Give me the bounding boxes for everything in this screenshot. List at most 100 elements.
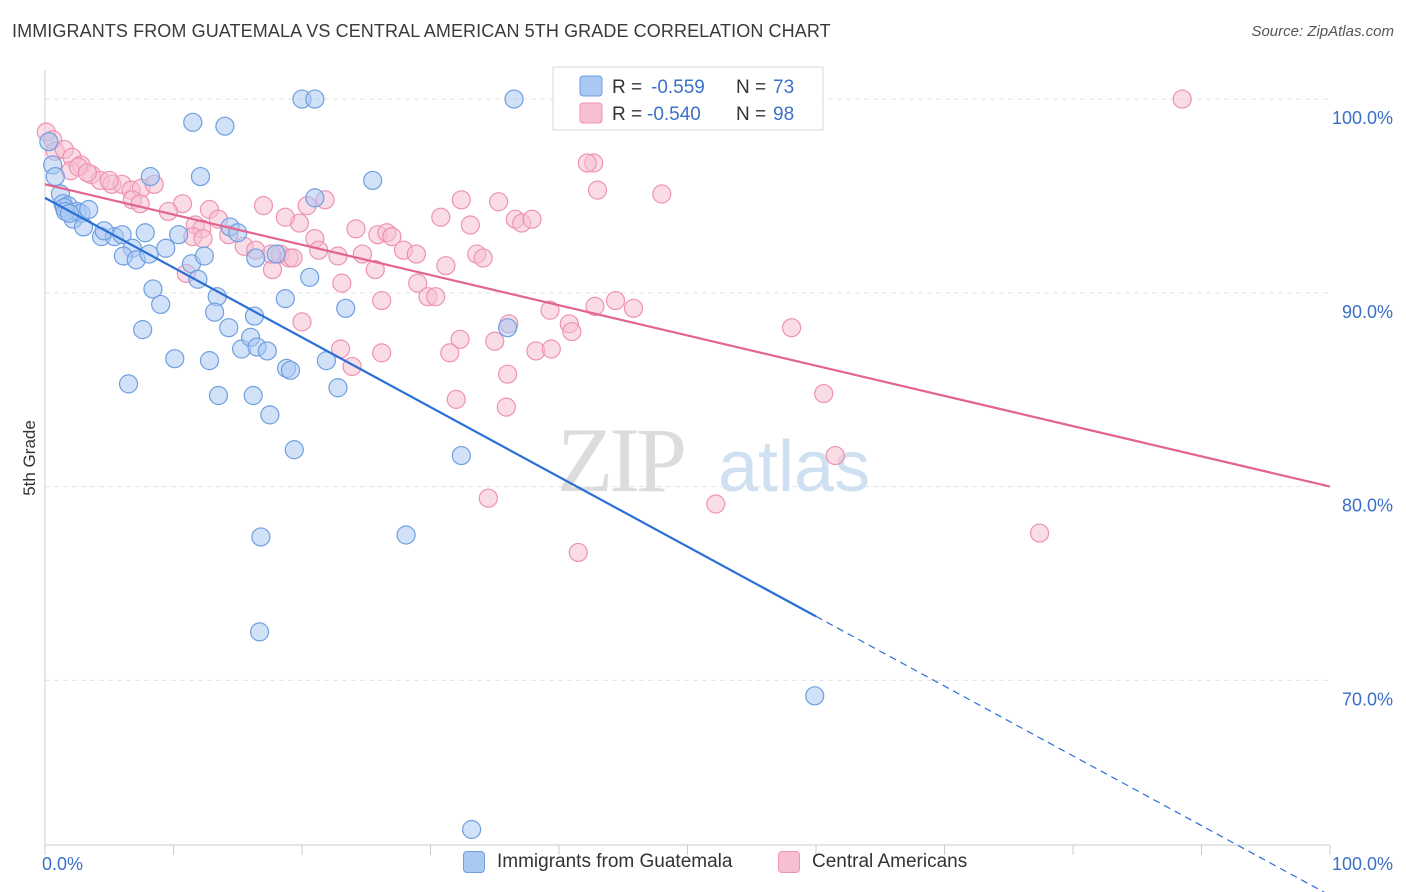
point-pink-40 xyxy=(332,273,352,293)
point-blue-72 xyxy=(363,170,383,191)
point-pink-73 xyxy=(541,339,561,359)
point-pink-60 xyxy=(522,209,542,229)
trend-line-extension-blue xyxy=(815,615,1326,892)
point-pink-80 xyxy=(446,389,466,409)
point-pink-66 xyxy=(605,290,626,311)
y-tick-label-0: 100.0% xyxy=(1332,108,1393,128)
point-blue-28 xyxy=(266,244,286,264)
point-pink-49 xyxy=(408,273,428,293)
point-blue-54 xyxy=(284,440,304,460)
point-pink-41 xyxy=(346,219,366,239)
legend-n-value-blue: 73 xyxy=(773,77,794,98)
point-pink-53 xyxy=(451,190,471,210)
point-blue-71 xyxy=(305,188,325,208)
point-blue-29 xyxy=(188,269,208,289)
point-pink-69 xyxy=(562,321,582,342)
legend-item-central-americans[interactable]: Central Americans xyxy=(778,851,967,873)
legend-swatch-guatemala xyxy=(463,851,485,873)
legend-n-label-blue: N = xyxy=(736,77,766,98)
y-tick-label-1: 90.0% xyxy=(1342,302,1393,322)
point-blue-30 xyxy=(143,279,163,299)
legend-item-guatemala[interactable]: Immigrants from Guatemala xyxy=(463,851,732,873)
point-blue-27 xyxy=(246,248,266,268)
point-pink-51 xyxy=(431,207,451,227)
watermark-atlas: atlas xyxy=(718,427,870,507)
y-tick-label-2: 80.0% xyxy=(1342,496,1393,516)
point-blue-2 xyxy=(45,166,65,187)
legend-swatch-pink xyxy=(579,102,603,124)
trend-line-pink xyxy=(44,183,1331,488)
point-pink-89 xyxy=(652,184,672,204)
point-pink-83 xyxy=(825,445,845,466)
point-blue-61 xyxy=(462,819,482,840)
source-credit: Source: ZipAtlas.com xyxy=(1251,23,1394,40)
point-blue-47 xyxy=(280,360,301,380)
point-blue-9 xyxy=(79,199,99,220)
stats-legend: R = -0.559 N = 73 R = -0.540 N = 98 xyxy=(552,66,824,131)
point-blue-37 xyxy=(300,267,320,287)
point-pink-16 xyxy=(99,170,119,191)
point-blue-17 xyxy=(135,223,155,243)
legend-label-central-americans: Central Americans xyxy=(812,851,968,872)
y-tick-label-3: 70.0% xyxy=(1342,689,1393,709)
point-blue-50 xyxy=(118,374,139,394)
point-pink-82 xyxy=(814,383,834,404)
point-pink-94 xyxy=(283,248,303,268)
point-pink-77 xyxy=(440,343,460,363)
point-pink-70 xyxy=(450,329,470,349)
point-blue-33 xyxy=(205,302,225,322)
point-blue-34 xyxy=(219,318,239,338)
point-pink-71 xyxy=(485,331,505,351)
x-tick-label-0: 0.0% xyxy=(42,854,83,874)
point-blue-41 xyxy=(199,351,220,371)
point-pink-87 xyxy=(568,542,588,563)
point-blue-19 xyxy=(169,225,189,245)
legend-r-value-blue: -0.559 xyxy=(651,77,705,98)
point-blue-51 xyxy=(208,385,229,406)
point-pink-64 xyxy=(540,300,560,320)
trend-lines xyxy=(44,183,1331,892)
legend-r-label-blue: R = xyxy=(612,77,642,98)
point-pink-43 xyxy=(365,259,385,280)
point-blue-45 xyxy=(257,341,277,361)
legend-swatch-blue xyxy=(579,75,603,97)
legend-n-label-pink: N = xyxy=(736,104,766,125)
gridlines xyxy=(45,98,1330,681)
legend-label-guatemala: Immigrants from Guatemala xyxy=(497,851,733,872)
point-pink-86 xyxy=(478,488,498,508)
point-pink-48 xyxy=(406,244,426,264)
point-pink-29 xyxy=(193,228,213,249)
point-blue-66 xyxy=(183,112,203,132)
watermark-zip: ZIP xyxy=(557,409,684,511)
point-pink-67 xyxy=(623,298,644,318)
point-pink-76 xyxy=(372,343,392,363)
point-blue-40 xyxy=(165,349,185,369)
legend-swatch-central-americans xyxy=(778,851,800,873)
point-blue-26 xyxy=(228,223,248,243)
point-blue-59 xyxy=(249,622,270,642)
x-tick-label-1: 100.0% xyxy=(1332,854,1393,874)
point-blue-55 xyxy=(451,445,471,466)
point-blue-69 xyxy=(305,89,325,109)
point-blue-64 xyxy=(140,166,160,187)
point-pink-18 xyxy=(130,194,150,214)
point-blue-38 xyxy=(336,298,356,318)
point-blue-70 xyxy=(504,89,524,109)
point-pink-92 xyxy=(275,207,295,227)
trend-line-blue xyxy=(44,196,817,618)
legend-r-label-pink: R = xyxy=(612,104,642,125)
point-blue-67 xyxy=(215,116,235,136)
point-pink-93 xyxy=(1172,89,1192,109)
point-blue-65 xyxy=(190,166,211,187)
point-blue-58 xyxy=(251,527,271,547)
point-blue-31 xyxy=(151,294,171,315)
axes xyxy=(44,70,1331,855)
series-guatemala-points xyxy=(39,89,825,840)
point-blue-60 xyxy=(805,686,825,706)
point-pink-39 xyxy=(328,246,348,266)
point-pink-56 xyxy=(473,248,493,268)
point-blue-36 xyxy=(275,289,295,309)
point-blue-53 xyxy=(260,405,280,425)
point-pink-30 xyxy=(253,196,274,216)
